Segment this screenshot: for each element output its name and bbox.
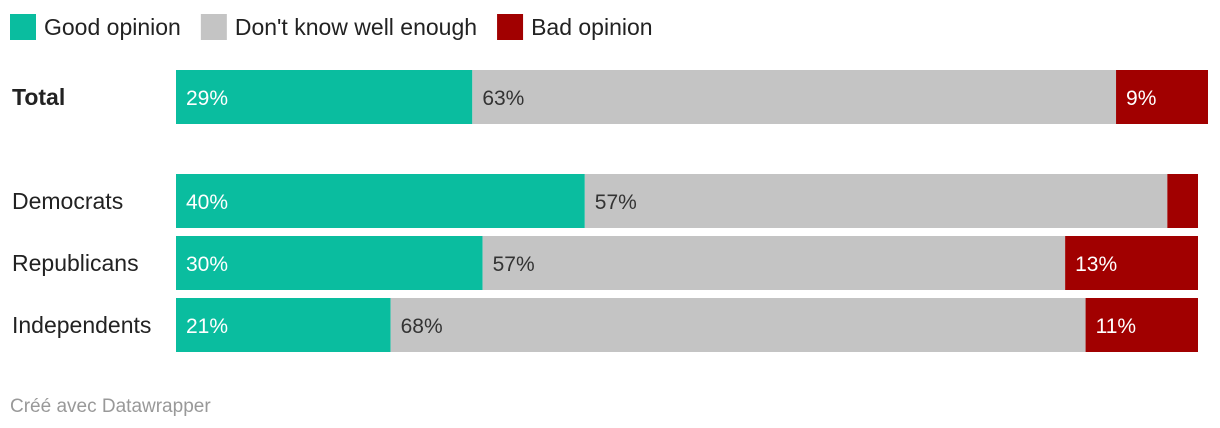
legend-label-bad: Bad opinion	[531, 14, 653, 40]
credit-text: Créé avec Datawrapper	[10, 396, 211, 417]
row-label: Total	[12, 84, 65, 110]
bar-segment-dontknow	[472, 70, 1117, 124]
legend-swatch-bad	[497, 14, 524, 40]
value-label-good: 30%	[186, 253, 228, 276]
row-republicans: Republicans 30% 57% 13%	[12, 236, 1198, 290]
bar-segment-dontknow	[584, 174, 1168, 228]
value-label-bad: 13%	[1075, 253, 1117, 276]
bar-segment-good	[176, 236, 483, 290]
bar-segment-bad	[1167, 174, 1198, 228]
bar-segment-dontknow	[482, 236, 1066, 290]
row-independents: Independents 21% 68% 11%	[12, 298, 1198, 352]
legend-item-good: Good opinion	[10, 14, 181, 40]
row-label: Independents	[12, 312, 151, 338]
bar-segment-good	[176, 70, 473, 124]
legend-item-dontknow: Don't know well enough	[200, 14, 477, 40]
legend-swatch-good	[10, 14, 36, 40]
value-label-good: 21%	[186, 315, 228, 338]
legend: Good opinion Don't know well enough Bad op…	[10, 14, 653, 40]
value-label-dontknow: 57%	[595, 191, 637, 214]
row-label: Democrats	[12, 188, 123, 214]
value-label-dontknow: 68%	[401, 315, 443, 338]
value-label-bad: 11%	[1096, 315, 1136, 338]
bar-segment-bad	[1085, 298, 1198, 352]
row-democrats: Democrats 40% 57%	[12, 174, 1198, 228]
bar-segment-dontknow	[390, 298, 1086, 352]
legend-label-dontknow: Don't know well enough	[235, 14, 477, 40]
bar-segment-good	[176, 298, 391, 352]
row-total: Total 29% 63% 9%	[12, 70, 1208, 124]
value-label-dontknow: 63%	[482, 87, 524, 110]
chart-rows: Total 29% 63% 9% Democrats 40% 57% Republicans 3…	[12, 70, 1208, 352]
bar-segment-bad	[1116, 70, 1208, 124]
value-label-dontknow: 57%	[493, 253, 535, 276]
legend-swatch-dontknow	[200, 14, 227, 40]
row-label: Republicans	[12, 250, 139, 276]
value-label-good: 29%	[186, 87, 228, 110]
bar-segment-bad	[1065, 236, 1198, 290]
value-label-good: 40%	[186, 191, 228, 214]
legend-label-good: Good opinion	[44, 14, 181, 40]
value-label-bad: 9%	[1126, 87, 1156, 110]
bar-segment-good	[176, 174, 585, 228]
legend-item-bad: Bad opinion	[497, 14, 653, 40]
